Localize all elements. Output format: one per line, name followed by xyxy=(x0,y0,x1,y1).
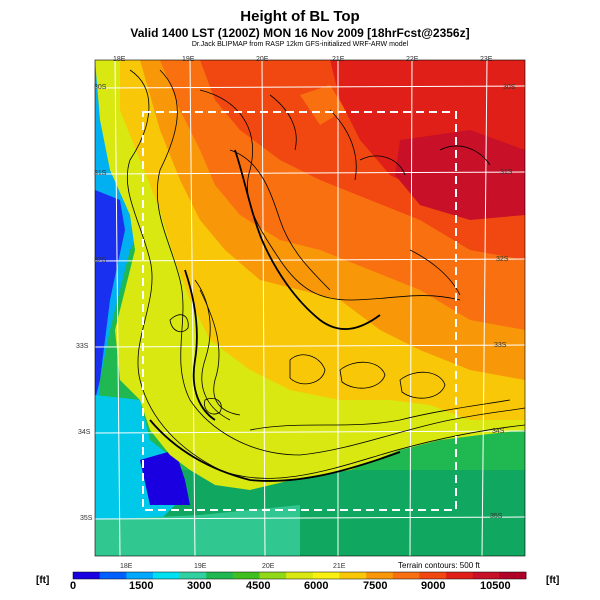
colorbar-swatch xyxy=(366,572,394,579)
colorbar-swatch xyxy=(232,572,260,579)
colorbar-swatch xyxy=(73,572,101,579)
colorbar-tick-label: 10500 xyxy=(480,580,511,592)
lon-label-bottom: 21E xyxy=(333,563,346,570)
colorbar-unit-left: [ft] xyxy=(36,575,50,586)
lat-label-right: 31S xyxy=(500,169,513,176)
lat-label-left: 32S xyxy=(94,257,107,264)
colorbar-swatch xyxy=(206,572,234,579)
deep-ocean-west xyxy=(95,190,125,400)
colorbar-tick-label: 6000 xyxy=(304,580,329,592)
colorbar-tick-label: 0 xyxy=(70,580,77,592)
max-bl-area xyxy=(395,130,525,220)
lon-label-top: 19E xyxy=(182,56,195,63)
chart-subtitle: Valid 1400 LST (1200Z) MON 16 Nov 2009 [… xyxy=(130,26,470,40)
model-credit: Dr.Jack BLIPMAP from RASP 12km GFS-initi… xyxy=(191,41,409,48)
lat-label-right: 30S xyxy=(503,84,516,91)
lat-label-left: 34S xyxy=(78,429,91,436)
lon-label-top: 20E xyxy=(256,56,269,63)
lat-label-right: 34S xyxy=(492,428,505,435)
lat-label-right: 33S xyxy=(494,342,507,349)
lat-lon-grid xyxy=(95,60,525,556)
lat-label-left: 31S xyxy=(94,170,107,177)
lat-label-left: 35S xyxy=(80,515,93,522)
lon-label-top: 18E xyxy=(113,56,126,63)
colorbar-swatch xyxy=(419,572,447,579)
colorbar-swatch xyxy=(99,572,127,579)
lat-label-right: 35S xyxy=(490,513,503,520)
colorbar-swatch xyxy=(259,572,287,579)
colorbar-swatch xyxy=(286,572,314,579)
lon-label-bottom: 18E xyxy=(120,563,133,570)
colorbar-tick-label: 9000 xyxy=(421,580,446,592)
lon-label-top: 22E xyxy=(406,56,419,63)
colorbar-tick-label: 3000 xyxy=(187,580,212,592)
colorbar-swatch xyxy=(179,572,207,579)
colorbar-swatch xyxy=(446,572,474,579)
inner-domain-boundary xyxy=(142,111,457,511)
terrain-contour-note: Terrain contours: 500 ft xyxy=(398,561,480,570)
lat-label-left: 33S xyxy=(76,343,89,350)
colorbar-swatch xyxy=(152,572,180,579)
lon-label-top: 23E xyxy=(480,56,493,63)
colorbar-swatch xyxy=(499,572,527,579)
chart-title: Height of BL Top xyxy=(240,8,360,25)
colorbar-tick-label: 1500 xyxy=(129,580,154,592)
lon-label-bottom: 19E xyxy=(194,563,207,570)
colorbar-tick-label: 4500 xyxy=(246,580,271,592)
colorbar-swatch xyxy=(339,572,367,579)
colorbar-swatch xyxy=(392,572,420,579)
deep-ocean-south xyxy=(140,450,190,505)
lat-label-right: 32S xyxy=(496,256,509,263)
colorbar-unit-right: [ft] xyxy=(546,575,560,586)
colorbar-swatch xyxy=(472,572,500,579)
lat-label-left: 30S xyxy=(94,84,107,91)
colorbar-swatch xyxy=(126,572,154,579)
lon-label-bottom: 20E xyxy=(262,563,275,570)
colorbar-swatch xyxy=(312,572,340,579)
terrain-contours xyxy=(126,69,525,479)
colorbar-tick-label: 7500 xyxy=(363,580,388,592)
lon-label-top: 21E xyxy=(332,56,345,63)
